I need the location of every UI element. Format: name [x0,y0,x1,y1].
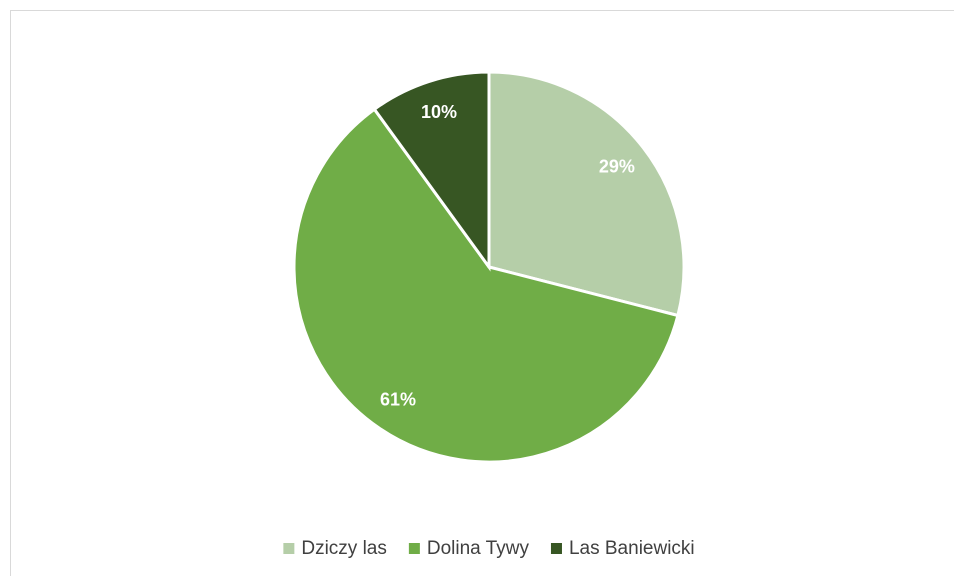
value-label: 29% [599,157,635,177]
legend: Dziczy las Dolina Tywy Las Baniewicki [283,538,695,559]
legend-label: Dziczy las [301,538,387,559]
legend-label: Dolina Tywy [427,538,530,559]
pie: 29% 61% 10% [292,70,686,464]
legend-label: Las Baniewicki [569,538,695,559]
pie-slice [487,70,686,318]
legend-swatch [550,543,562,554]
value-label: 61% [380,390,416,410]
value-label: 10% [421,102,457,122]
pie-slice [292,107,680,464]
legend-swatch [283,543,295,554]
pie-slice [372,70,491,272]
legend-swatch [408,543,420,554]
